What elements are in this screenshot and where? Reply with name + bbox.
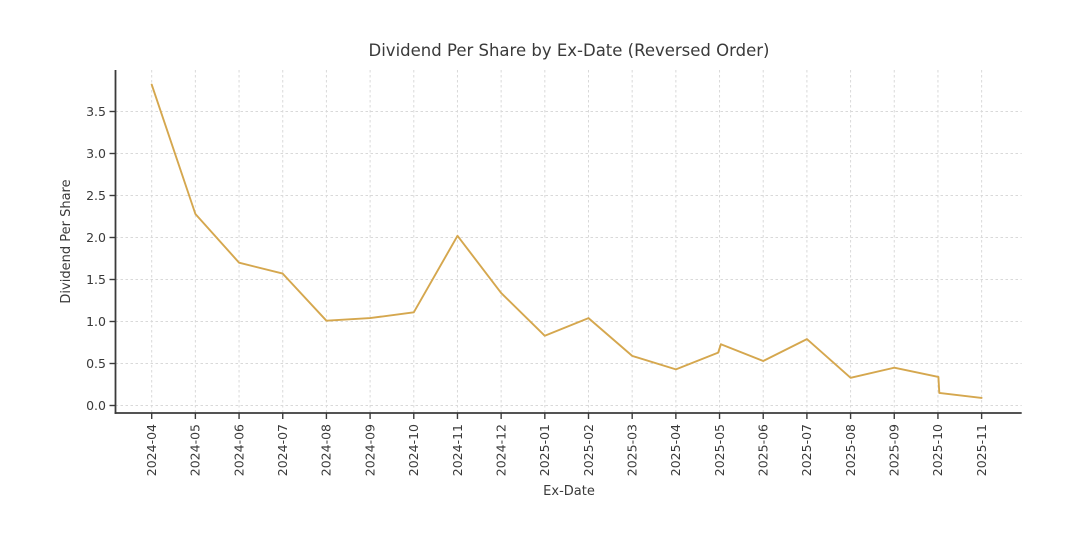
y-tick-label: 0.0	[86, 398, 106, 413]
y-tick-label: 2.0	[86, 230, 106, 245]
x-tick-label: 2024-09	[362, 424, 377, 476]
axes-spines	[109, 70, 1022, 419]
x-tick-label: 2024-12	[493, 424, 508, 476]
dividend-line-series	[150, 83, 983, 399]
y-tick-label: 2.5	[86, 188, 106, 203]
chart-title: Dividend Per Share by Ex-Date (Reversed …	[369, 41, 770, 60]
x-tick-label: 2024-06	[231, 424, 246, 476]
x-tick-label: 2024-04	[144, 424, 159, 476]
y-tick-label: 3.0	[86, 146, 106, 161]
tick-labels: 0.0 0.5 1.0 1.5 2.0 2.5 3.0 3.5 2024-04 2024-05 20…	[86, 104, 989, 476]
x-tick-label: 2025-06	[756, 424, 771, 476]
x-tick-label: 2025-09	[887, 424, 902, 476]
x-tick-label: 2024-11	[450, 424, 465, 476]
y-tick-label: 0.5	[86, 356, 106, 371]
x-tick-label: 2025-04	[668, 424, 683, 476]
x-tick-label: 2025-08	[843, 424, 858, 476]
x-tick-label: 2025-03	[624, 424, 639, 476]
x-tick-label: 2024-05	[188, 424, 203, 476]
x-tick-label: 2024-08	[319, 424, 334, 476]
y-tick-label: 3.5	[86, 104, 106, 119]
x-tick-label: 2025-01	[537, 424, 552, 476]
dividend-per-share-line	[150, 83, 983, 399]
x-axis-label: Ex-Date	[543, 484, 595, 499]
x-tick-label: 2025-07	[799, 424, 814, 476]
grid-lines	[115, 70, 1022, 413]
x-tick-label: 2025-10	[930, 424, 945, 476]
x-tick-label: 2025-05	[712, 424, 727, 476]
x-tick-label: 2024-10	[406, 424, 421, 476]
y-tick-label: 1.0	[86, 314, 106, 329]
x-tick-label: 2025-02	[581, 424, 596, 476]
y-tick-label: 1.5	[86, 272, 106, 287]
x-tick-label: 2024-07	[275, 424, 290, 476]
x-tick-label: 2025-11	[974, 424, 989, 476]
y-axis-label: Dividend Per Share	[59, 179, 74, 303]
